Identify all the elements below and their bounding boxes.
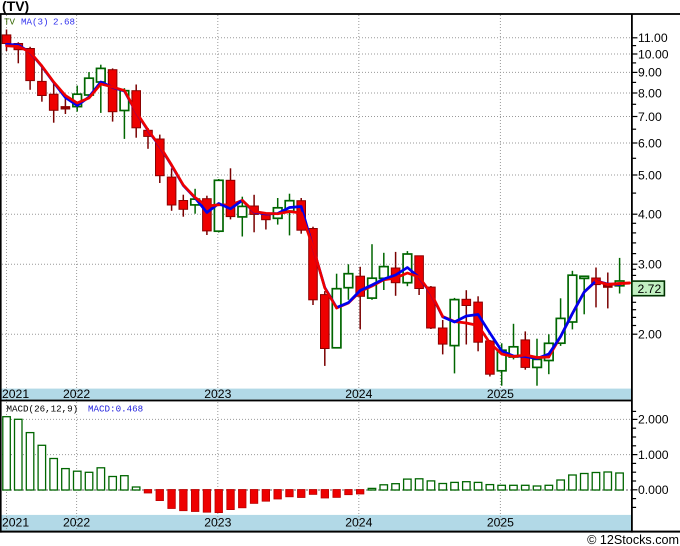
svg-text:2023: 2023	[204, 387, 231, 401]
svg-text:1.000: 1.000	[638, 448, 669, 462]
svg-text:10.00: 10.00	[638, 47, 669, 61]
svg-text:2025: 2025	[487, 515, 514, 529]
svg-text:MACD:0.468: MACD:0.468	[88, 403, 143, 414]
svg-text:0.000: 0.000	[638, 483, 669, 497]
svg-text:2.000: 2.000	[638, 413, 669, 427]
svg-text:MACD(26,12,9): MACD(26,12,9)	[7, 403, 79, 414]
svg-text:2021: 2021	[2, 515, 29, 529]
svg-text:2025: 2025	[487, 387, 514, 401]
svg-text:2024: 2024	[345, 387, 372, 401]
svg-text:11.00: 11.00	[638, 31, 668, 45]
svg-text:2022: 2022	[63, 387, 90, 401]
svg-text:5.00: 5.00	[638, 168, 662, 182]
svg-text:TV: TV	[4, 16, 16, 27]
svg-text:2.72: 2.72	[638, 282, 662, 296]
svg-text:2024: 2024	[345, 515, 372, 529]
svg-text:2023: 2023	[204, 515, 231, 529]
svg-text:7.00: 7.00	[638, 110, 662, 124]
svg-text:6.00: 6.00	[638, 136, 662, 150]
svg-text:2021: 2021	[2, 387, 29, 401]
svg-text:© 12Stocks.com: © 12Stocks.com	[587, 533, 679, 546]
svg-text:2.68: 2.68	[53, 16, 75, 27]
svg-text:9.00: 9.00	[638, 66, 662, 80]
svg-text:4.00: 4.00	[638, 208, 662, 222]
svg-text:(TV): (TV)	[2, 0, 29, 14]
svg-text:MA(3): MA(3)	[21, 16, 49, 27]
svg-text:2.00: 2.00	[638, 328, 662, 342]
svg-text:8.00: 8.00	[638, 86, 662, 100]
svg-text:3.00: 3.00	[638, 258, 662, 272]
svg-text:2022: 2022	[63, 515, 90, 529]
